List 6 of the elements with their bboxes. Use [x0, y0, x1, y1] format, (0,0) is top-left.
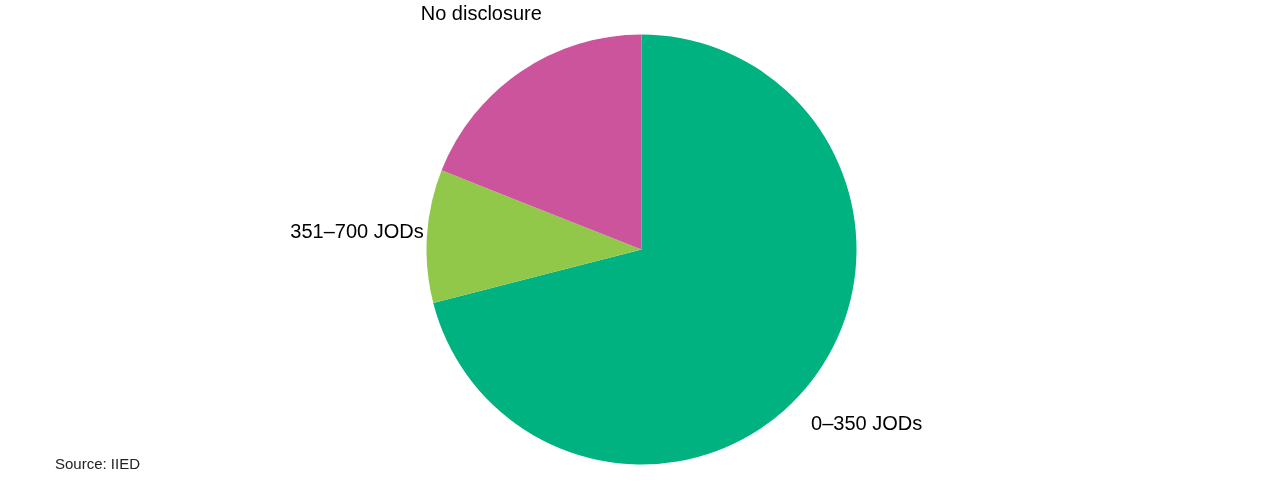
slice-label: 0–350 JODs	[811, 412, 923, 435]
slice-label: 351–700 JODs	[290, 219, 424, 242]
slice-label: No disclosure	[420, 1, 542, 24]
pie-slice	[426, 170, 642, 303]
source-note: Source: IIED	[55, 455, 141, 472]
pie-slice	[441, 34, 642, 250]
